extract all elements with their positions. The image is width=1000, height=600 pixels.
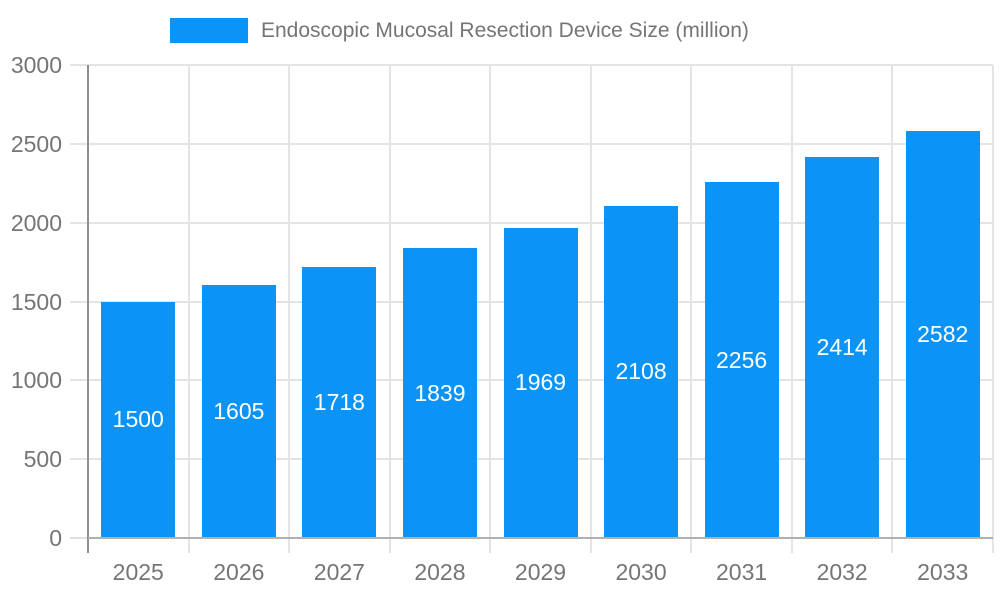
- bar[interactable]: 2414: [805, 157, 880, 538]
- chart-title: Endoscopic Mucosal Resection Device Size…: [261, 18, 749, 42]
- plot-area: 0 500 1000 1500 2000 2500 3000 1500 2025 1605 2026…: [11, 53, 994, 584]
- x-axis-line: [88, 537, 993, 539]
- gridline-h: [70, 142, 993, 145]
- y-tick-label: 2500: [10, 130, 62, 157]
- y-tick-label: 3000: [10, 52, 62, 78]
- bar-value-label: 1605: [213, 397, 265, 424]
- x-tick-label: 2029: [514, 559, 567, 585]
- gridline-v: [187, 65, 190, 553]
- bar[interactable]: 1839: [402, 248, 477, 538]
- x-tick-label: 2027: [313, 559, 365, 585]
- chart-legend[interactable]: Endoscopic Mucosal Resection Device Size…: [170, 18, 749, 43]
- x-tick-label: 2032: [816, 559, 868, 585]
- x-tick-label: 2031: [716, 559, 768, 585]
- bar-value-label: 2108: [615, 358, 667, 385]
- gridline-v: [589, 65, 592, 553]
- y-tick-mark: [70, 537, 88, 539]
- x-tick-label: 2026: [213, 559, 265, 585]
- bar[interactable]: 1969: [503, 227, 578, 538]
- y-tick-label: 0: [49, 525, 62, 551]
- gridline-v: [992, 65, 994, 553]
- bar[interactable]: 1500: [101, 301, 176, 538]
- y-tick-label: 1000: [10, 367, 62, 394]
- bar[interactable]: 1718: [302, 267, 377, 538]
- y-tick-label: 1500: [10, 288, 62, 315]
- x-tick-label: 2028: [414, 559, 466, 585]
- bar-value-label: 1969: [514, 369, 567, 396]
- bar[interactable]: 2582: [905, 130, 980, 538]
- gridline-v: [690, 65, 693, 553]
- bar[interactable]: 1605: [201, 284, 276, 538]
- gridline-h: [70, 64, 993, 66]
- legend-swatch: [170, 18, 248, 43]
- gridline-v: [489, 65, 492, 553]
- bar[interactable]: 2108: [604, 205, 679, 538]
- bar-value-label: 2256: [716, 346, 768, 373]
- y-tick-label: 2000: [10, 209, 62, 236]
- x-tick-label: 2025: [112, 559, 164, 585]
- gridline-h: [70, 221, 993, 224]
- gridline-v: [790, 65, 793, 553]
- y-axis-line: [87, 65, 89, 553]
- x-tick-label: 2033: [917, 559, 969, 585]
- bar[interactable]: 2256: [704, 182, 779, 538]
- bar-value-label: 1839: [414, 379, 466, 406]
- bar-value-label: 1718: [313, 389, 365, 416]
- bar-value-label: 2414: [816, 334, 868, 361]
- x-tick-label: 2030: [615, 559, 667, 585]
- gridline-v: [288, 65, 291, 553]
- bar-value-label: 1500: [112, 406, 164, 433]
- bar-value-label: 2582: [917, 320, 969, 347]
- y-tick-label: 500: [23, 446, 62, 473]
- gridline-v: [388, 65, 391, 553]
- gridline-v: [891, 65, 894, 553]
